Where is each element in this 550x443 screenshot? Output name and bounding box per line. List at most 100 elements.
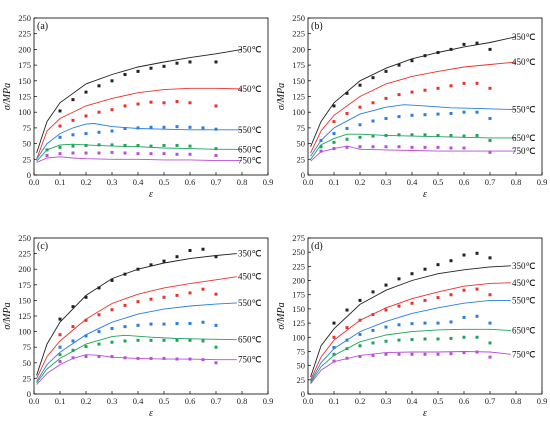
series-line-550℃: [310, 299, 511, 382]
data-point: [214, 147, 218, 151]
series-line-750℃: [310, 145, 516, 162]
data-point: [97, 143, 101, 147]
plot-frame: [33, 237, 269, 395]
data-point: [410, 272, 414, 276]
series-label: 550℃: [238, 125, 262, 135]
x-tick-label: 0.5: [159, 396, 170, 406]
data-point: [371, 353, 375, 357]
data-point: [84, 355, 88, 359]
y-tick-label: 175: [18, 280, 31, 290]
data-point: [449, 293, 453, 297]
y-tick-label: 100: [18, 327, 31, 337]
y-axis-label: σ/MPa: [276, 83, 287, 110]
data-point: [149, 66, 153, 70]
y-tick-label: 50: [23, 139, 32, 149]
data-point: [410, 145, 414, 149]
data-point: [332, 345, 336, 349]
data-point: [358, 318, 362, 322]
y-axis-label: σ/MPa: [276, 302, 287, 329]
data-point: [436, 133, 440, 137]
data-point: [410, 301, 414, 305]
data-point: [488, 138, 492, 142]
data-point: [110, 143, 114, 147]
data-point: [162, 259, 166, 263]
data-point: [149, 125, 153, 129]
data-point: [110, 150, 114, 154]
data-point: [175, 293, 179, 297]
data-point: [475, 335, 479, 339]
data-point: [488, 355, 492, 359]
data-point: [110, 326, 114, 330]
data-point: [175, 255, 179, 259]
data-point: [449, 133, 453, 137]
data-point: [436, 145, 440, 149]
data-point: [462, 42, 466, 46]
data-point: [384, 352, 388, 356]
series-line-750℃: [310, 351, 511, 385]
y-tick-label: 250: [292, 247, 305, 257]
data-point: [175, 152, 179, 156]
data-point: [371, 328, 375, 332]
y-tick-label: 150: [292, 304, 305, 314]
data-point: [371, 290, 375, 294]
data-point: [423, 145, 427, 149]
series-label: 650℃: [238, 144, 262, 154]
series-line-650℃: [310, 328, 511, 383]
data-point: [384, 69, 388, 73]
y-tick-label: 200: [18, 264, 31, 274]
data-point: [71, 305, 75, 309]
data-point: [462, 146, 466, 150]
data-point: [58, 109, 62, 113]
data-point: [84, 334, 88, 338]
y-tick-label: 175: [18, 60, 31, 70]
data-point: [188, 144, 192, 148]
data-point: [214, 154, 218, 158]
data-point: [488, 321, 492, 325]
data-point: [423, 352, 427, 356]
data-point: [410, 133, 414, 137]
x-axis-label: ε: [149, 189, 153, 200]
data-point: [488, 116, 492, 120]
data-point: [45, 148, 49, 152]
data-point: [462, 288, 466, 292]
x-tick-label: 0.7: [211, 177, 222, 187]
data-point: [110, 340, 114, 344]
data-point: [214, 361, 218, 365]
data-point: [214, 323, 218, 327]
data-point: [358, 83, 362, 87]
data-point: [136, 267, 140, 271]
plot-frame: [307, 237, 543, 395]
chart-panel-3: 0.0 0.1 0.2 0.3 0.4 0.5 0.6 0.7 0.8 0.9 0 25 50 75 100…: [276, 233, 547, 419]
data-point: [110, 79, 114, 83]
data-point: [397, 352, 401, 356]
y-tick-label: 50: [297, 361, 306, 371]
series-line-750℃: [36, 156, 242, 163]
y-tick-label: 225: [292, 29, 305, 39]
x-tick-label: 0.8: [237, 177, 248, 187]
data-point: [110, 278, 114, 282]
y-axis-label: σ/MPa: [2, 83, 13, 110]
data-point: [58, 152, 62, 156]
data-point: [449, 259, 453, 263]
series-line-350℃: [310, 265, 511, 378]
x-tick-label: 0.2: [81, 177, 92, 187]
data-point: [188, 338, 192, 342]
y-tick-label: 225: [292, 261, 305, 271]
series-label: 550℃: [512, 105, 536, 115]
panel-label: (c): [37, 241, 48, 252]
data-point: [488, 86, 492, 90]
data-point: [384, 283, 388, 287]
data-point: [423, 54, 427, 58]
y-tick-label: 250: [18, 233, 31, 243]
y-tick-label: 225: [18, 249, 31, 259]
data-point: [384, 96, 388, 100]
data-point: [123, 151, 127, 155]
data-point: [345, 338, 349, 342]
data-point: [136, 356, 140, 360]
x-tick-label: 0.6: [185, 177, 196, 187]
data-point: [397, 93, 401, 97]
data-point: [201, 247, 205, 251]
x-tick-label: 0.3: [107, 396, 118, 406]
data-point: [214, 104, 218, 108]
data-point: [423, 298, 427, 302]
